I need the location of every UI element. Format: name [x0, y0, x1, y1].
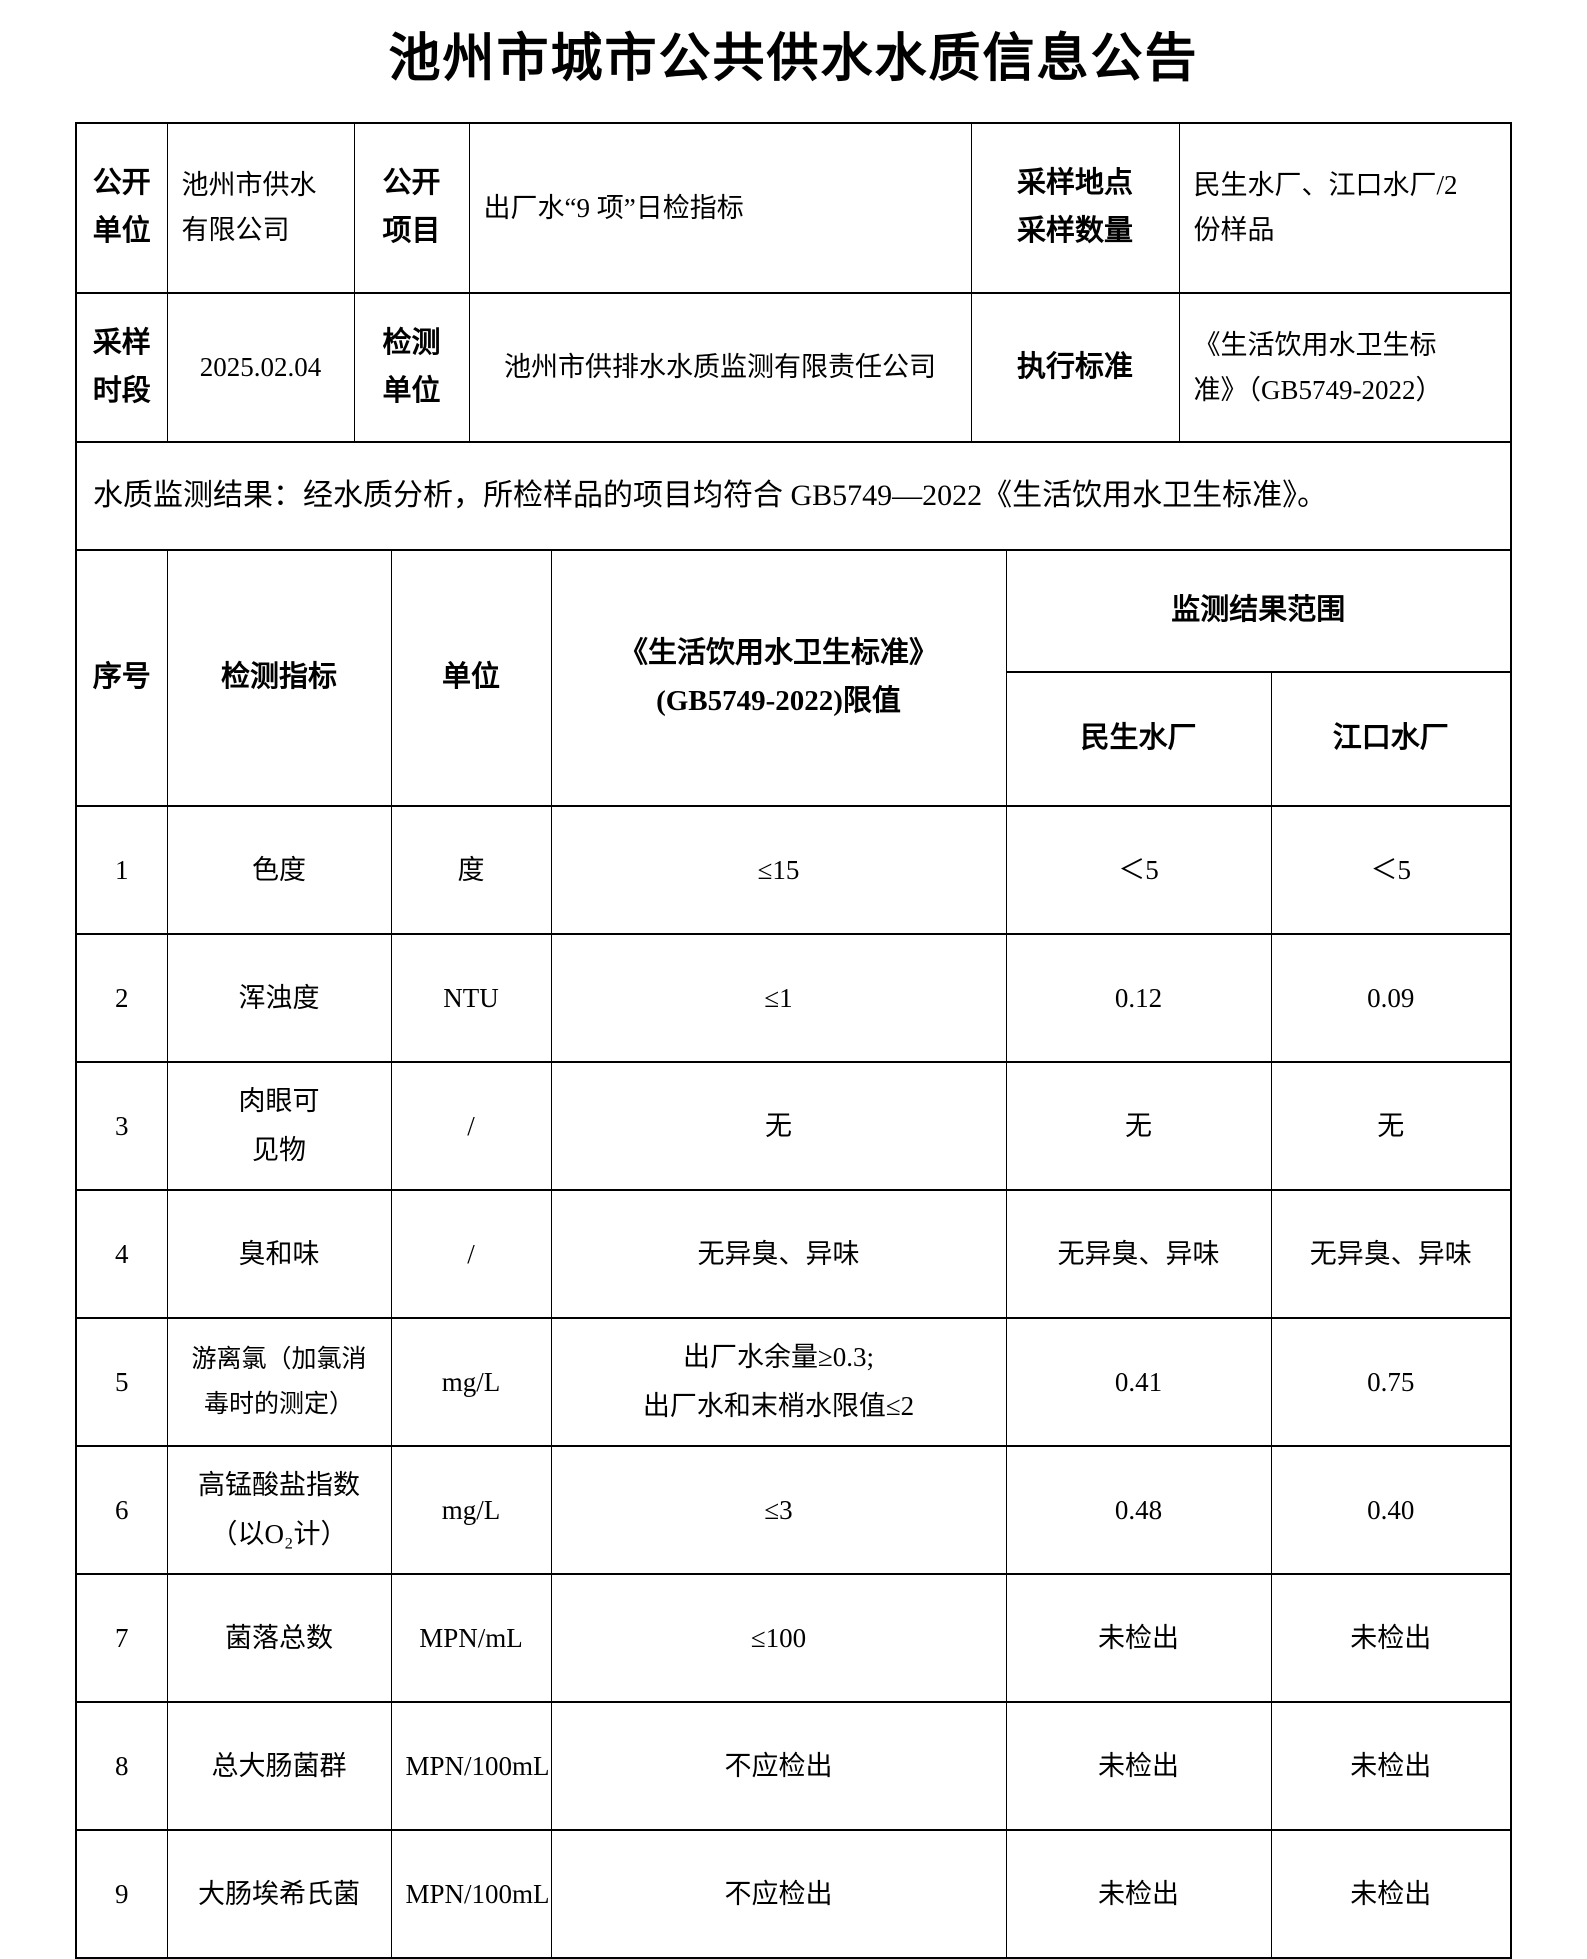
public-project-label: 公开 项目 [353, 122, 470, 294]
cell-limit: ≤100 [550, 1573, 1007, 1703]
info-row-1: 公开 单位 池州市供水 有限公司 公开 项目 出厂水“9 项”日检指标 采样地点… [75, 122, 1512, 294]
results-header-row-1: 序号 检测指标 单位 《生活饮用水卫生标准》 (GB5749-2022)限值 监… [75, 551, 1513, 807]
cell-unit: MPN/100mL [390, 1701, 552, 1831]
sampling-period-value: 2025.02.04 [166, 292, 355, 443]
col-header-unit: 单位 [390, 551, 552, 807]
testing-unit-value: 池州市供排水水质监测有限责任公司 [468, 292, 972, 443]
cell-limit: 出厂水余量≥0.3; 出厂水和末梢水限值≤2 [550, 1317, 1007, 1447]
public-unit-value: 池州市供水 有限公司 [166, 122, 355, 294]
cell-limit: ≤1 [550, 933, 1007, 1063]
cell-seq: 3 [75, 1061, 168, 1191]
cell-result-mingsheng: 0.12 [1005, 933, 1272, 1063]
cell-seq: 1 [75, 805, 168, 935]
cell-result-mingsheng: 0.41 [1005, 1317, 1272, 1447]
cell-indicator: 大肠埃希氏菌 [166, 1829, 392, 1959]
cell-indicator: 浑浊度 [166, 933, 392, 1063]
results-header-row-2: 民生水厂 江口水厂 [76, 671, 1513, 807]
cell-result-jiangkou: 无异臭、异味 [1270, 1189, 1513, 1319]
standard-value: 《生活饮用水卫生标 准》（GB5749-2022） [1178, 292, 1512, 443]
cell-unit: MPN/100mL [390, 1829, 552, 1959]
cell-limit: ≤15 [550, 805, 1007, 935]
cell-indicator: 菌落总数 [166, 1573, 392, 1703]
cell-seq: 4 [75, 1189, 168, 1319]
cell-limit: 无异臭、异味 [550, 1189, 1007, 1319]
cell-unit: 度 [390, 805, 552, 935]
result-note: 水质监测结果：经水质分析，所检样品的项目均符合 GB5749—2022《生活饮用… [75, 443, 1512, 551]
cell-seq: 7 [75, 1573, 168, 1703]
public-project-value: 出厂水“9 项”日检指标 [468, 122, 972, 294]
col-header-indicator: 检测指标 [166, 551, 392, 807]
cell-result-mingsheng: 无 [1005, 1061, 1272, 1191]
results-table: 序号 检测指标 单位 《生活饮用水卫生标准》 (GB5749-2022)限值 监… [75, 551, 1513, 1959]
cell-seq: 2 [75, 933, 168, 1063]
cell-result-jiangkou: 无 [1270, 1061, 1513, 1191]
info-row-2: 采样 时段 2025.02.04 检测 单位 池州市供排水水质监测有限责任公司 … [75, 292, 1512, 443]
cell-indicator: 肉眼可 见物 [166, 1061, 392, 1191]
cell-limit: ≤3 [550, 1445, 1007, 1575]
table-row: 3 肉眼可 见物 / 无 无 无 [75, 1061, 1513, 1191]
cell-result-jiangkou: 未检出 [1270, 1573, 1513, 1703]
info-table: 公开 单位 池州市供水 有限公司 公开 项目 出厂水“9 项”日检指标 采样地点… [75, 122, 1512, 443]
cell-seq: 5 [75, 1317, 168, 1447]
cell-limit: 无 [550, 1061, 1007, 1191]
sampling-site-label: 采样地点 采样数量 [970, 122, 1180, 294]
cell-unit: MPN/mL [390, 1573, 552, 1703]
table-row: 9 大肠埃希氏菌 MPN/100mL 不应检出 未检出 未检出 [75, 1829, 1513, 1959]
table-row: 1 色度 度 ≤15 ＜5 ＜5 [75, 805, 1513, 935]
table-row: 2 浑浊度 NTU ≤1 0.12 0.09 [75, 933, 1513, 1063]
note-table: 水质监测结果：经水质分析，所检样品的项目均符合 GB5749—2022《生活饮用… [75, 443, 1512, 551]
sampling-site-value: 民生水厂、江口水厂/2 份样品 [1178, 122, 1512, 294]
cell-indicator: 总大肠菌群 [166, 1701, 392, 1831]
cell-result-jiangkou: 未检出 [1270, 1829, 1513, 1959]
document-frame: 公开 单位 池州市供水 有限公司 公开 项目 出厂水“9 项”日检指标 采样地点… [75, 122, 1513, 1959]
cell-unit: / [390, 1061, 552, 1191]
cell-unit: mg/L [390, 1445, 552, 1575]
cell-unit: NTU [390, 933, 552, 1063]
cell-indicator: 臭和味 [166, 1189, 392, 1319]
cell-result-mingsheng: 无异臭、异味 [1005, 1189, 1272, 1319]
testing-unit-label: 检测 单位 [353, 292, 470, 443]
col-header-plant-jiangkou: 江口水厂 [1270, 671, 1513, 807]
table-row: 7 菌落总数 MPN/mL ≤100 未检出 未检出 [75, 1573, 1513, 1703]
cell-seq: 9 [75, 1829, 168, 1959]
cell-result-jiangkou: 0.40 [1270, 1445, 1513, 1575]
cell-result-mingsheng: 未检出 [1005, 1701, 1272, 1831]
table-row: 4 臭和味 / 无异臭、异味 无异臭、异味 无异臭、异味 [75, 1189, 1513, 1319]
cell-limit: 不应检出 [550, 1701, 1007, 1831]
cell-indicator: 游离氯（加氯消 毒时的测定） [166, 1317, 392, 1447]
table-row: 8 总大肠菌群 MPN/100mL 不应检出 未检出 未检出 [75, 1701, 1513, 1831]
note-row: 水质监测结果：经水质分析，所检样品的项目均符合 GB5749—2022《生活饮用… [75, 443, 1512, 551]
col-header-result-group: 监测结果范围 [1005, 551, 1513, 673]
cell-indicator: 色度 [166, 805, 392, 935]
cell-result-mingsheng: 0.48 [1005, 1445, 1272, 1575]
cell-indicator: 高锰酸盐指数 （以O₂计） [166, 1445, 392, 1575]
col-header-plant-mingsheng: 民生水厂 [1005, 671, 1272, 807]
sampling-period-label: 采样 时段 [75, 292, 168, 443]
cell-seq: 6 [75, 1445, 168, 1575]
cell-unit: mg/L [390, 1317, 552, 1447]
cell-result-mingsheng: 未检出 [1005, 1829, 1272, 1959]
cell-result-jiangkou: 未检出 [1270, 1701, 1513, 1831]
cell-result-jiangkou: 0.09 [1270, 933, 1513, 1063]
cell-unit: / [390, 1189, 552, 1319]
table-row: 5 游离氯（加氯消 毒时的测定） mg/L 出厂水余量≥0.3; 出厂水和末梢水… [75, 1317, 1513, 1447]
col-header-limit: 《生活饮用水卫生标准》 (GB5749-2022)限值 [550, 551, 1007, 807]
page-title: 池州市城市公共供水水质信息公告 [388, 31, 1199, 88]
col-header-seq: 序号 [75, 551, 168, 807]
cell-result-mingsheng: ＜5 [1005, 805, 1272, 935]
cell-result-jiangkou: ＜5 [1270, 805, 1513, 935]
public-unit-label: 公开 单位 [75, 122, 168, 294]
standard-label: 执行标准 [970, 292, 1180, 443]
table-row: 6 高锰酸盐指数 （以O₂计） mg/L ≤3 0.48 0.40 [75, 1445, 1513, 1575]
cell-result-mingsheng: 未检出 [1005, 1573, 1272, 1703]
cell-result-jiangkou: 0.75 [1270, 1317, 1513, 1447]
cell-limit: 不应检出 [550, 1829, 1007, 1959]
cell-seq: 8 [75, 1701, 168, 1831]
